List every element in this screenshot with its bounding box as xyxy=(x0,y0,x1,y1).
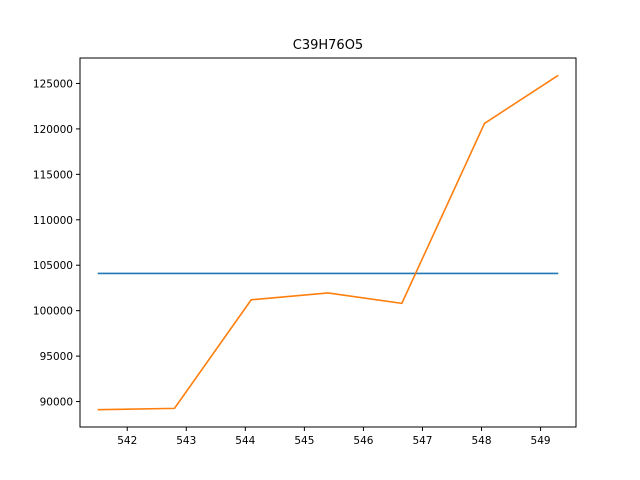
series-layer xyxy=(97,74,559,411)
x-tick-label: 548 xyxy=(472,435,492,447)
y-tick-label: 100000 xyxy=(33,306,73,318)
series-line-2 xyxy=(97,74,559,411)
x-tick-label: 545 xyxy=(294,435,314,447)
y-tick-label: 90000 xyxy=(40,397,73,409)
x-tick-label: 543 xyxy=(176,435,196,447)
axes-layer: 542 543 544 545 546 547 548 549 90000 95000 100000… xyxy=(33,57,577,447)
x-tick-label: 542 xyxy=(117,435,137,447)
x-tick-label: 546 xyxy=(353,435,373,447)
y-tick-label: 95000 xyxy=(40,351,73,363)
y-tick-label: 120000 xyxy=(33,124,73,136)
plot-frame xyxy=(79,57,577,428)
y-tick-label: 115000 xyxy=(33,169,73,181)
y-tick-label: 125000 xyxy=(33,78,73,90)
y-tick-label: 105000 xyxy=(33,260,73,272)
chart-title: C39H76O5 xyxy=(293,38,363,53)
x-tick-label: 549 xyxy=(531,435,551,447)
x-tick-label: 544 xyxy=(235,435,255,447)
y-tick-label: 110000 xyxy=(33,215,73,227)
x-tick-label: 547 xyxy=(412,435,432,447)
